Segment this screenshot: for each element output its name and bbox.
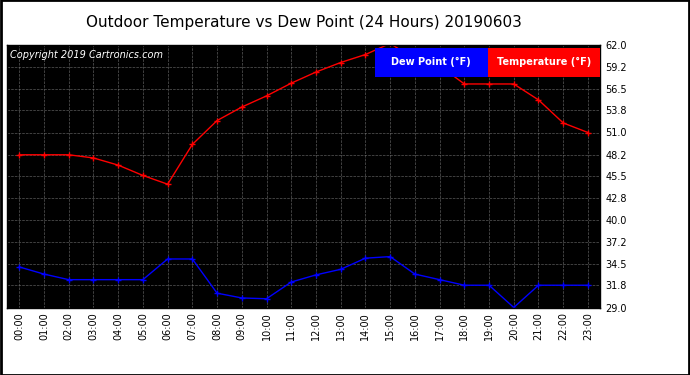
- Text: Copyright 2019 Cartronics.com: Copyright 2019 Cartronics.com: [10, 50, 163, 60]
- Text: Dew Point (°F): Dew Point (°F): [391, 57, 471, 67]
- Text: Temperature (°F): Temperature (°F): [497, 57, 591, 67]
- FancyBboxPatch shape: [375, 48, 488, 76]
- FancyBboxPatch shape: [488, 48, 600, 76]
- Text: Outdoor Temperature vs Dew Point (24 Hours) 20190603: Outdoor Temperature vs Dew Point (24 Hou…: [86, 15, 522, 30]
